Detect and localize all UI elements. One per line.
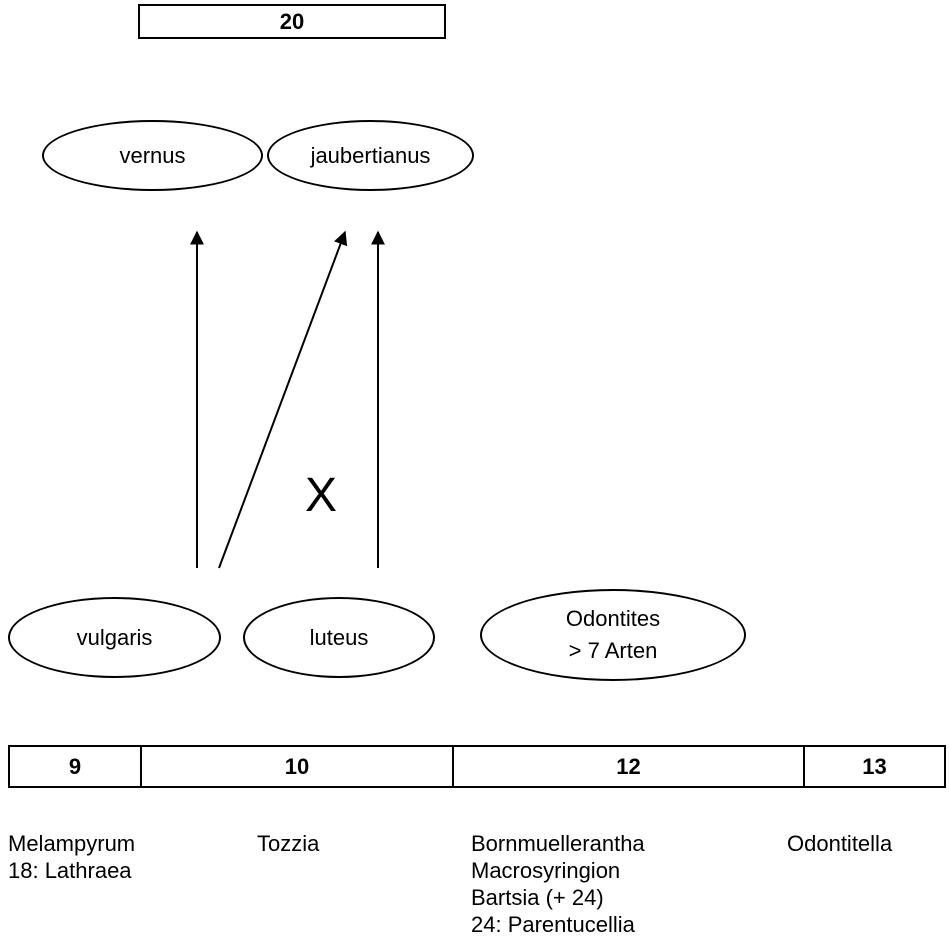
- taxon-node-odontites: Odontites > 7 Arten: [480, 589, 746, 681]
- taxon-label: luteus: [309, 624, 369, 650]
- cross-mark: X: [304, 468, 337, 522]
- taxon-label: vulgaris: [76, 624, 153, 650]
- taxon-label: vernus: [119, 142, 186, 168]
- chromosome-cell-12: 12: [452, 747, 803, 786]
- chromosome-number-box: 20: [138, 4, 446, 39]
- chromosome-cell-9: 9: [68, 753, 82, 779]
- taxon-node-vernus: vernus: [42, 120, 263, 191]
- genus-list-10: Tozzia: [257, 831, 320, 856]
- taxon-label-line2: > 7 Arten: [568, 638, 658, 663]
- genus-list-12: Bornmuellerantha Macrosyringion Bartsia …: [471, 831, 645, 937]
- taxon-label: jaubertianus: [310, 142, 431, 168]
- chromosome-cell-10: 10: [140, 747, 452, 786]
- chromosome-cell-13: 13: [803, 747, 944, 786]
- taxon-node-luteus: luteus: [243, 597, 435, 678]
- taxon-node-vulgaris: vulgaris: [8, 597, 221, 678]
- genus-list-13: Odontitella: [787, 831, 893, 856]
- chromosome-number-row: 9 10 12 13: [8, 745, 946, 788]
- genus-list-9: Melampyrum 18: Lathraea: [8, 831, 136, 883]
- taxon-node-jaubertianus: jaubertianus: [267, 120, 474, 191]
- taxon-label-line1: Odontites: [565, 606, 661, 631]
- chromosome-number-label: 20: [279, 8, 305, 34]
